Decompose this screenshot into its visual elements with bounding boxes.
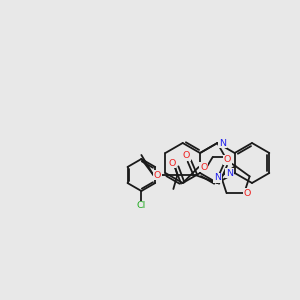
Text: N: N — [214, 173, 221, 182]
Text: O: O — [183, 152, 190, 160]
Text: O: O — [168, 158, 176, 167]
Text: O: O — [224, 155, 231, 164]
Text: O: O — [200, 163, 207, 172]
Text: N: N — [226, 169, 233, 178]
Text: O: O — [244, 189, 251, 198]
Text: Cl: Cl — [137, 202, 146, 211]
Text: N: N — [219, 139, 226, 148]
Text: O: O — [154, 170, 161, 179]
